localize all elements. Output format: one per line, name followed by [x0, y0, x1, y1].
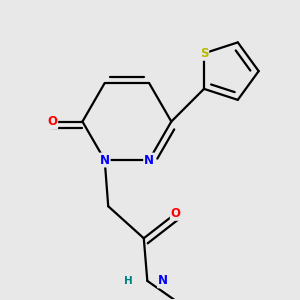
Text: N: N [144, 154, 154, 166]
Text: N: N [100, 154, 110, 166]
Text: O: O [47, 115, 57, 128]
Text: O: O [171, 207, 181, 220]
Text: S: S [200, 47, 208, 60]
Text: N: N [158, 274, 168, 287]
Text: H: H [124, 276, 133, 286]
